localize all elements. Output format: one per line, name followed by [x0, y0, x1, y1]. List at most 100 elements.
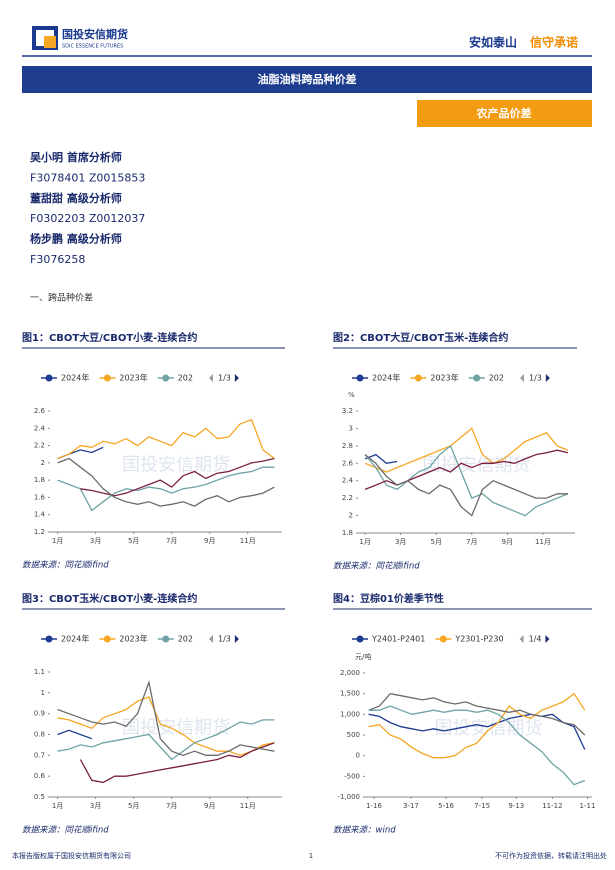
- legend-swatch: [162, 374, 170, 382]
- series-line: [368, 692, 586, 736]
- legend-next: [545, 635, 550, 643]
- x-tick-label: 11月: [535, 538, 551, 546]
- legend-label: 2023年: [119, 373, 147, 383]
- y-tick-label: 0.5: [34, 793, 45, 801]
- x-tick-label: 11-12: [542, 802, 562, 810]
- x-tick-label: 3月: [395, 538, 406, 546]
- tag-text: 农产品价差: [476, 106, 532, 120]
- legend-swatch: [45, 635, 53, 643]
- analyst-line: 董甜甜 高级分析师: [30, 191, 122, 205]
- title: 图1：CBOT大豆/CBOT小麦-连续合约: [22, 331, 197, 344]
- analyst-line: F3078401 Z0015853: [30, 171, 145, 184]
- legend-prev: [519, 635, 524, 643]
- y-tick-label: 2.2: [34, 442, 45, 450]
- y-tick-label: 0: [356, 752, 360, 760]
- x-tick-label: 9月: [502, 538, 513, 546]
- watermark: 国投安信期货: [122, 718, 230, 739]
- series-line: [79, 742, 275, 784]
- series-line: [57, 466, 275, 512]
- x-tick-label: 7-15: [474, 802, 490, 810]
- series-line: [57, 719, 275, 761]
- x-tick-label: 9月: [204, 802, 215, 810]
- y-tick-label: 0.7: [34, 751, 45, 759]
- source: 数据来源：wind: [333, 825, 396, 836]
- legend-label: 202: [178, 635, 193, 644]
- legend-label: 202: [489, 374, 504, 383]
- unit: 元/吨: [355, 652, 371, 661]
- legend-prev: [209, 635, 213, 643]
- x-tick-label: 11月: [240, 537, 256, 545]
- y-tick-label: 1.1: [34, 668, 45, 676]
- series-line: [368, 705, 586, 786]
- legend-prev: [520, 374, 524, 382]
- series-line: [368, 713, 586, 750]
- logo-text: 国投安信期货: [62, 27, 128, 41]
- title: 图3：CBOT玉米/CBOT小麦-连续合约: [22, 592, 197, 605]
- x-tick-label: 7月: [166, 802, 177, 810]
- section-title: 一、跨品种价差: [30, 292, 93, 304]
- y-tick-label: 1,000: [340, 710, 360, 718]
- y-tick-label: -1,000: [337, 793, 360, 801]
- analysts: 吴小明 首席分析师 F3078401 Z0015853 董甜甜 高级分析师 F0302…: [30, 150, 145, 266]
- analyst-line: F0302203 Z0012037: [30, 212, 145, 225]
- source: 数据来源：同花顺ifind: [333, 561, 420, 572]
- motto: 安如泰山: [469, 35, 517, 50]
- series-line: [57, 457, 275, 507]
- logo-mark: [44, 36, 56, 48]
- legend-swatch: [162, 635, 170, 643]
- legend-swatch: [473, 374, 481, 382]
- analyst-line: F3076258: [30, 253, 85, 266]
- legend-swatch: [414, 374, 422, 382]
- x-tick-label: 3月: [90, 537, 101, 545]
- motto: 信守承诺: [530, 35, 578, 50]
- legend-swatch: [439, 635, 447, 643]
- title: 图2：CBOT大豆/CBOT玉米-连续合约: [333, 331, 508, 344]
- analyst-line: 杨步鹏 高级分析师: [30, 232, 122, 246]
- y-tick-label: 0.8: [34, 731, 45, 739]
- series-line: [57, 446, 104, 460]
- y-tick-label: 2.6: [34, 407, 46, 415]
- watermark: 国投安信期货: [435, 718, 543, 739]
- series-line: [364, 444, 569, 517]
- legend-pager: 1/4: [529, 635, 542, 644]
- series-line: [364, 427, 569, 473]
- legend-pager: 1/3: [218, 374, 231, 383]
- y-tick-label: 2.2: [342, 494, 353, 502]
- x-tick-label: 5-16: [438, 802, 454, 810]
- series-line: [368, 692, 586, 759]
- x-tick-label: 9-13: [508, 802, 524, 810]
- analyst-line: 吴小明 首席分析师: [30, 150, 122, 164]
- series-line: [57, 729, 93, 740]
- footer-left: 本报告版权属于国投安信期货有限公司: [12, 851, 131, 860]
- source: 数据来源：同花顺ifind: [22, 825, 109, 836]
- series-line: [364, 453, 398, 464]
- y-tick-label: 2.6: [342, 459, 354, 467]
- tag-box: [417, 100, 592, 127]
- y-tick-label: 1.6: [34, 493, 46, 501]
- y-tick-label: 3.2: [342, 407, 353, 415]
- y-tick-label: -500: [344, 772, 360, 780]
- legend-next: [234, 635, 239, 643]
- legend-label: 2024年: [61, 634, 89, 644]
- banner-title: 油脂油料跨品种价差: [258, 72, 357, 86]
- y-tick-label: 1,500: [340, 690, 360, 698]
- legend-swatch: [45, 374, 53, 382]
- x-tick-label: 1-11: [580, 802, 596, 810]
- y-tick-label: 1.2: [34, 528, 45, 536]
- y-tick-label: 3: [349, 424, 353, 432]
- x-tick-label: 1月: [359, 538, 370, 546]
- x-tick-label: 11月: [240, 802, 256, 810]
- y-tick-label: 2.8: [342, 442, 353, 450]
- legend-label: Y2301-P230: [454, 635, 503, 644]
- y-tick-label: 2,000: [340, 669, 360, 677]
- legend-label: Y2401-P2401: [371, 635, 425, 644]
- legend-prev: [209, 374, 213, 382]
- y-tick-label: 1.4: [34, 511, 46, 519]
- y-tick-label: 2: [349, 512, 353, 520]
- y-tick-label: 0.9: [34, 710, 45, 718]
- legend-label: 2024年: [372, 373, 400, 383]
- footer-right: 不可作为投资依据，转载请注明出处: [495, 851, 607, 860]
